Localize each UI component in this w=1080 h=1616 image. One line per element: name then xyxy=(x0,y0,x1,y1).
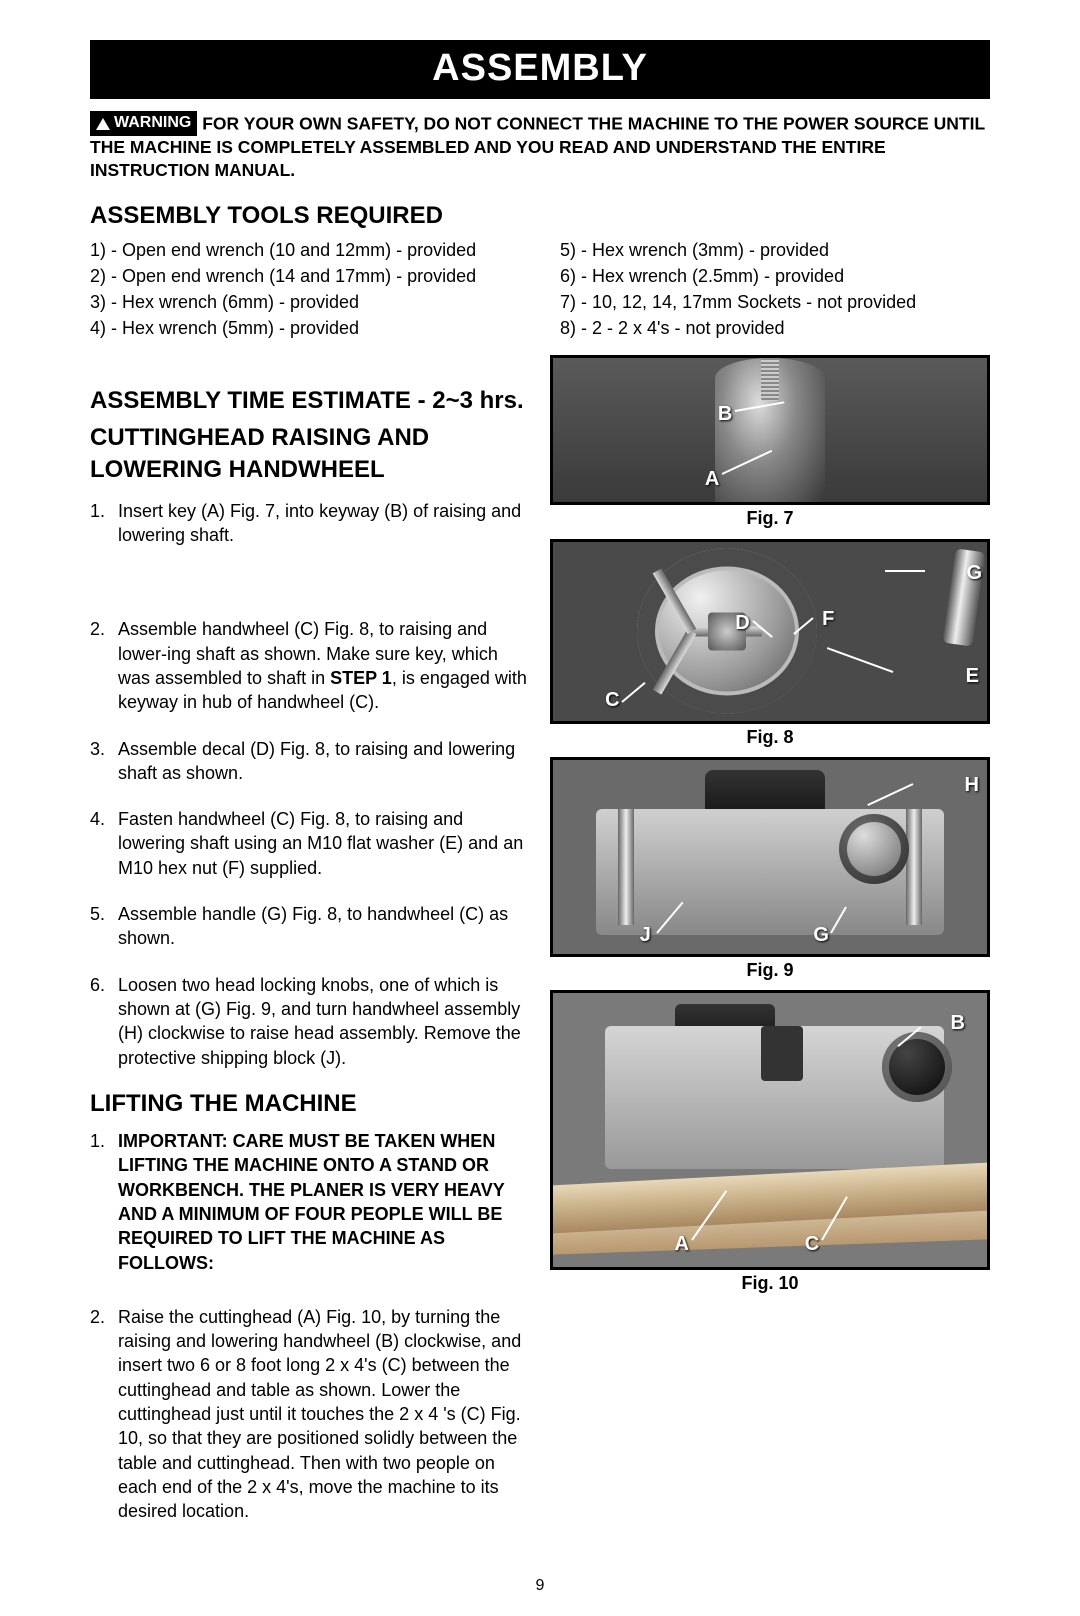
figure-7-caption: Fig. 7 xyxy=(550,507,990,530)
tools-col-right: 5) - Hex wrench (3mm) - provided 6) - He… xyxy=(560,237,990,341)
switch-graphic xyxy=(761,1026,803,1081)
step-item: 1. Insert key (A) Fig. 7, into keyway (B… xyxy=(90,499,530,548)
cuttinghead-heading: CUTTINGHEAD RAISING AND LOWERING HANDWHE… xyxy=(90,422,530,484)
tool-item: 7) - 10, 12, 14, 17mm Sockets - not prov… xyxy=(560,289,990,315)
step-number: 1. xyxy=(90,1129,118,1275)
tools-columns: 1) - Open end wrench (10 and 12mm) - pro… xyxy=(90,237,990,341)
tool-item: 8) - 2 - 2 x 4's - not provided xyxy=(560,315,990,341)
cuttinghead-steps: 1. Insert key (A) Fig. 7, into keyway (B… xyxy=(90,499,530,1070)
step-text: Loosen two head locking knobs, one of wh… xyxy=(118,973,530,1070)
warning-badge-text: WARNING xyxy=(114,113,191,134)
step-number: 5. xyxy=(90,902,118,951)
lifting-heading: LIFTING THE MACHINE xyxy=(90,1088,530,1119)
figure-9: H J G Fig. 9 xyxy=(550,757,990,982)
step-item: 5. Assemble handle (G) Fig. 8, to handwh… xyxy=(90,902,530,951)
step-text: Assemble handle (G) Fig. 8, to handwheel… xyxy=(118,902,530,951)
spoke xyxy=(652,629,696,695)
callout-label-b: B xyxy=(718,401,732,427)
step-item: 3. Assemble decal (D) Fig. 8, to raising… xyxy=(90,737,530,786)
callout-label-a: A xyxy=(705,466,719,492)
tool-item: 3) - Hex wrench (6mm) - provided xyxy=(90,289,520,315)
figure-8-frame: G D F E C xyxy=(550,539,990,724)
callout-label-b: B xyxy=(951,1010,965,1036)
figures-column: B A Fig. 7 G xyxy=(550,355,990,1545)
callout-label-f: F xyxy=(822,606,834,632)
callout-line xyxy=(827,647,893,673)
step-text: Raise the cuttinghead (A) Fig. 10, by tu… xyxy=(118,1305,530,1524)
post-graphic xyxy=(906,809,922,925)
figure-7: B A Fig. 7 xyxy=(550,355,990,530)
step-item: 4. Fasten handwheel (C) Fig. 8, to raisi… xyxy=(90,807,530,880)
warning-block: WARNING FOR YOUR OWN SAFETY, DO NOT CONN… xyxy=(90,111,990,181)
callout-line xyxy=(622,682,646,703)
handwheel-graphic xyxy=(839,814,909,884)
step-item: 2. Assemble handwheel (C) Fig. 8, to rai… xyxy=(90,617,530,714)
tool-item: 5) - Hex wrench (3mm) - provided xyxy=(560,237,990,263)
callout-line xyxy=(885,570,925,572)
callout-label-a: A xyxy=(675,1231,689,1257)
warning-badge: WARNING xyxy=(90,111,197,136)
callout-line xyxy=(867,783,913,806)
page-number: 9 xyxy=(90,1576,990,1597)
step-text-bold: STEP 1 xyxy=(330,668,392,688)
step-text: Insert key (A) Fig. 7, into keyway (B) o… xyxy=(118,499,530,548)
figure-8-caption: Fig. 8 xyxy=(550,726,990,749)
step-item: 6. Loosen two head locking knobs, one of… xyxy=(90,973,530,1070)
callout-label-c: C xyxy=(805,1231,819,1257)
figure-8: G D F E C Fig. 8 xyxy=(550,539,990,749)
handwheel-graphic xyxy=(882,1032,952,1102)
tool-item: 6) - Hex wrench (2.5mm) - provided xyxy=(560,263,990,289)
figure-9-frame: H J G xyxy=(550,757,990,957)
handwheel-graphic xyxy=(637,549,817,714)
spoke xyxy=(652,568,696,634)
page-title-bar: ASSEMBLY xyxy=(90,40,990,99)
manual-page: ASSEMBLY WARNING FOR YOUR OWN SAFETY, DO… xyxy=(0,0,1080,1616)
step-text: Assemble handwheel (C) Fig. 8, to raisin… xyxy=(118,617,530,714)
step-number: 1. xyxy=(90,499,118,548)
main-two-col: ASSEMBLY TIME ESTIMATE - 2~3 hrs. CUTTIN… xyxy=(90,355,990,1545)
post-graphic xyxy=(618,809,634,925)
figure-10-frame: B A C xyxy=(550,990,990,1270)
callout-label-g: G xyxy=(966,560,982,586)
figure-10: B A C Fig. 10 xyxy=(550,990,990,1295)
tool-item: 1) - Open end wrench (10 and 12mm) - pro… xyxy=(90,237,520,263)
step-item: 2. Raise the cuttinghead (A) Fig. 10, by… xyxy=(90,1305,530,1524)
callout-label-h: H xyxy=(965,772,979,798)
warning-triangle-icon xyxy=(96,118,110,130)
warning-text: FOR YOUR OWN SAFETY, DO NOT CONNECT THE … xyxy=(90,114,985,180)
instructions-column: ASSEMBLY TIME ESTIMATE - 2~3 hrs. CUTTIN… xyxy=(90,355,530,1545)
callout-label-c: C xyxy=(605,687,619,713)
step-number: 2. xyxy=(90,617,118,714)
callout-label-g: G xyxy=(813,922,829,948)
step-number: 3. xyxy=(90,737,118,786)
step-number: 6. xyxy=(90,973,118,1070)
figure-7-frame: B A xyxy=(550,355,990,505)
step-text-bold: IMPORTANT: CARE MUST BE TAKEN WHEN LIFTI… xyxy=(118,1129,530,1275)
tool-item: 2) - Open end wrench (14 and 17mm) - pro… xyxy=(90,263,520,289)
tools-heading: ASSEMBLY TOOLS REQUIRED xyxy=(90,200,990,231)
figure-9-caption: Fig. 9 xyxy=(550,959,990,982)
callout-label-d: D xyxy=(735,610,749,636)
lifting-steps: 1. IMPORTANT: CARE MUST BE TAKEN WHEN LI… xyxy=(90,1129,530,1523)
step-number: 2. xyxy=(90,1305,118,1524)
bolt-graphic xyxy=(761,356,779,401)
step-text: Assemble decal (D) Fig. 8, to raising an… xyxy=(118,737,530,786)
step-number: 4. xyxy=(90,807,118,880)
tool-item: 4) - Hex wrench (5mm) - provided xyxy=(90,315,520,341)
time-heading: ASSEMBLY TIME ESTIMATE - 2~3 hrs. xyxy=(90,385,530,416)
callout-label-j: J xyxy=(640,922,651,948)
figure-10-caption: Fig. 10 xyxy=(550,1272,990,1295)
tools-col-left: 1) - Open end wrench (10 and 12mm) - pro… xyxy=(90,237,520,341)
callout-label-e: E xyxy=(966,663,979,689)
step-item: 1. IMPORTANT: CARE MUST BE TAKEN WHEN LI… xyxy=(90,1129,530,1275)
step-text: Fasten handwheel (C) Fig. 8, to raising … xyxy=(118,807,530,880)
